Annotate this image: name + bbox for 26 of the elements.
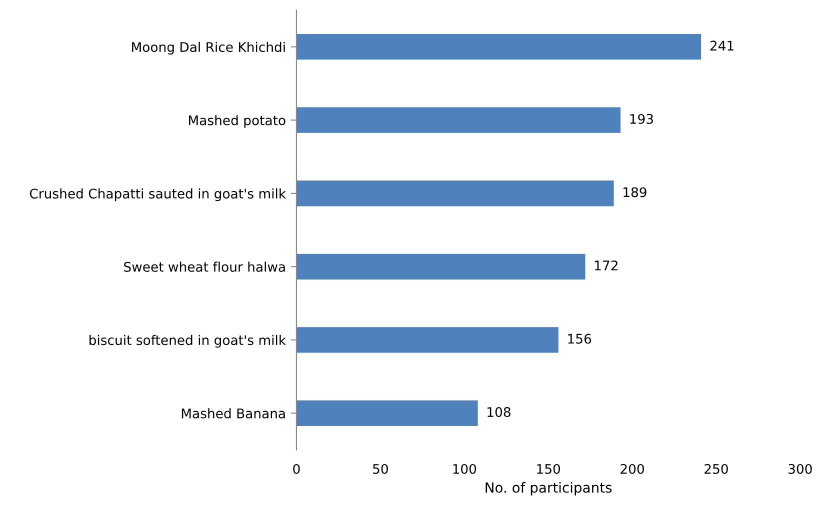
data-label: 189: [624, 187, 646, 198]
bar: [296, 107, 621, 133]
y-tick-label: Mashed potato: [189, 115, 286, 128]
y-tick-label: Mashed Banana: [182, 408, 285, 418]
x-tick-label: 100: [453, 464, 476, 474]
x-tick-label: 50: [373, 464, 388, 474]
data-label: 172: [595, 260, 618, 270]
y-tick-label: Sweet wheat flour halwa: [124, 262, 285, 272]
x-tick-label: 300: [788, 464, 812, 474]
x-tick-label: 0: [293, 464, 300, 474]
y-tick-label: biscuit softened in goat's milk: [90, 334, 286, 348]
bar: [296, 327, 558, 353]
x-tick-label: 250: [704, 464, 728, 474]
data-label: 241: [710, 40, 734, 50]
data-label: 156: [568, 334, 592, 344]
y-tick-label: Moong Dal Rice Khichdi: [132, 42, 285, 55]
bar: [296, 254, 586, 280]
data-label: 193: [630, 114, 653, 124]
bar: [296, 180, 614, 206]
x-tick-label: 200: [620, 464, 644, 474]
y-tick-label: Crushed Chapatti sauted in goat's milk: [30, 188, 286, 202]
bar: [296, 400, 478, 426]
data-label: 108: [488, 407, 510, 418]
bar: [296, 34, 702, 60]
x-tick-label: 150: [537, 464, 560, 474]
x-axis-title: No. of participants: [486, 482, 612, 496]
